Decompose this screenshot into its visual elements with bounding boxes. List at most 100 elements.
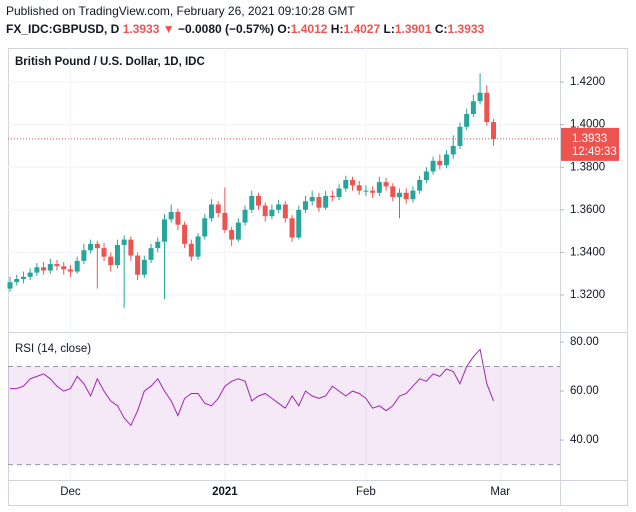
candle-body <box>437 160 443 166</box>
candle-body <box>309 197 315 202</box>
candle-body <box>397 192 403 198</box>
candle-body <box>329 195 335 198</box>
candle-body <box>323 195 329 208</box>
rsi-line <box>10 348 494 427</box>
rsi-title: RSI (14, close) <box>15 343 91 355</box>
y-tick-label: 1.4000 <box>570 119 605 131</box>
candle-body <box>27 272 33 277</box>
candle-body <box>188 243 194 257</box>
candle-body <box>215 204 221 213</box>
last-price-tag <box>561 127 619 161</box>
candle-body <box>208 204 214 219</box>
y-tick-label: 60.00 <box>570 385 599 397</box>
last-price-label: 1.3933 <box>572 133 607 145</box>
candle-body <box>155 241 161 249</box>
candle-body <box>229 230 235 240</box>
candle-body <box>276 204 282 210</box>
candle-body <box>336 188 342 198</box>
y-tick-label: 1.4200 <box>570 76 605 88</box>
candle-body <box>477 92 483 102</box>
candle-body <box>74 260 80 272</box>
frame <box>8 48 628 506</box>
candle-body <box>168 211 174 220</box>
candle-body <box>417 179 423 191</box>
candle-body <box>14 278 20 283</box>
candle-body <box>376 182 382 193</box>
ohlc-value: 1.4012 <box>290 22 328 36</box>
x-tick-label: Dec <box>60 486 81 498</box>
candle-body <box>430 160 436 172</box>
ohlc: O:1.4012 H:1.4027 L:1.3901 C:1.3933 <box>277 22 484 36</box>
y-tick-label: 1.3200 <box>570 289 605 301</box>
ohlc-value: 1.3901 <box>394 22 432 36</box>
candle-body <box>94 243 100 249</box>
candle-body <box>316 197 322 208</box>
candle-body <box>141 259 147 275</box>
candle-body <box>464 113 470 127</box>
ohlc-key: C: <box>434 22 448 36</box>
chart-title: British Pound / U.S. Dollar, 1D, IDC <box>15 56 205 68</box>
candle-body <box>121 239 127 245</box>
candle-body <box>81 250 87 261</box>
change: −0.0080 (−0.57%) <box>177 22 275 36</box>
candle-body <box>41 267 47 271</box>
candle-body <box>161 219 167 242</box>
candle-body <box>363 190 369 192</box>
candle-body <box>135 255 141 275</box>
symbol: FX_IDC:GBPUSD, D <box>6 22 120 36</box>
candle-body <box>302 201 308 210</box>
x-tick-label: Feb <box>356 486 376 498</box>
ohlc-key: O: <box>277 22 291 36</box>
candle-body <box>296 209 302 238</box>
candle-body <box>7 282 13 289</box>
candle-body <box>235 222 241 240</box>
candle-body <box>370 190 376 193</box>
candle-body <box>349 179 355 186</box>
candle-body <box>195 236 201 257</box>
candle-body <box>423 171 429 180</box>
candle-body <box>148 248 154 260</box>
candle-body <box>202 218 208 237</box>
candle-body <box>128 239 134 256</box>
candle-body <box>34 267 40 273</box>
countdown-label: 12:49:33 <box>572 146 617 158</box>
candle-body <box>282 204 288 219</box>
candle-body <box>269 209 275 217</box>
candle-body <box>457 126 463 146</box>
ohlc-value: 1.4027 <box>343 22 381 36</box>
candle-body <box>175 211 181 225</box>
candle-body <box>289 218 295 238</box>
candle-body <box>61 266 67 270</box>
price: 1.3933 <box>122 22 160 36</box>
candle-body <box>255 195 261 206</box>
candle-body <box>484 92 490 123</box>
candle-body <box>242 209 248 223</box>
symbol-header: FX_IDC:GBPUSD, D 1.3933 ▼ −0.0080 (−0.57… <box>6 22 484 36</box>
candle-body <box>114 244 120 266</box>
candle-body <box>403 192 409 200</box>
ohlc-value: 1.3933 <box>447 22 485 36</box>
candle-body <box>67 269 73 272</box>
candle-body <box>47 264 53 271</box>
candle-body <box>390 186 396 198</box>
x-tick-label: Mar <box>490 486 510 498</box>
change-arrow: ▼ <box>162 22 175 36</box>
candle-body <box>249 195 255 210</box>
candle-body <box>383 182 389 187</box>
candle-body <box>491 122 497 139</box>
y-tick-label: 1.3800 <box>570 161 605 173</box>
y-tick-label: 80.00 <box>570 336 599 348</box>
candle-body <box>54 264 60 267</box>
x-tick-label: 2021 <box>212 486 238 498</box>
candle-body <box>101 248 107 257</box>
candle-body <box>108 256 114 266</box>
candle-body <box>470 101 476 114</box>
candle-body <box>410 190 416 200</box>
candle-body <box>182 224 188 244</box>
candle-body <box>444 154 450 166</box>
ohlc-key: H: <box>330 22 344 36</box>
candle-body <box>88 243 94 251</box>
candle-body <box>343 179 349 189</box>
